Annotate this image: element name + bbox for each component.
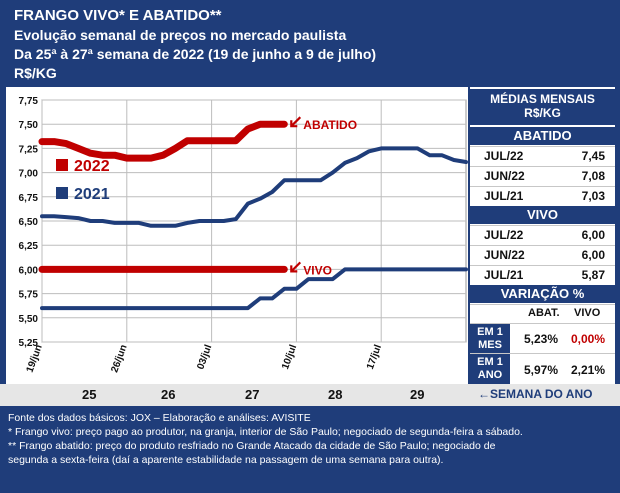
panel-title-main: MÉDIAS MENSAIS [490,92,595,106]
plot-area: 7,75 7,50 7,25 7,00 6,75 6,50 6,25 6,00 5,75 5,50… [6,87,468,384]
variation-abat-value: 5,97% [524,363,559,377]
y-tick-label: 5,75 [19,290,39,301]
chart-subtitle: Evolução semanal de preços no mercado pa… [14,27,347,43]
variation-col-headers: ABAT. VIVO [470,304,615,323]
footnote-abatido-cont: segunda a sexta-feira (daí a aparente es… [8,454,444,466]
row-label-line1: EM 1 [477,356,503,368]
legend-swatch [56,159,68,171]
variation-header: VARIAÇÃO % [470,285,615,303]
week-label: 26 [161,387,176,402]
abatido-row: JUL/22 7,45 [470,146,615,166]
row-value: 6,00 [581,228,605,242]
week-label: 29 [410,387,425,402]
y-tick-label: 5,25 [19,338,39,349]
series-annotation: ABATIDO [303,118,357,132]
y-tick-label: 6,75 [19,193,39,204]
series-annotation: VIVO [303,263,332,277]
variation-abat-value: 5,23% [524,332,559,346]
chart-period: Da 25ª à 27ª semana de 2022 (19 de junho… [14,46,377,62]
week-of-year-bar: 25 26 27 28 29 ←SEMANA DO ANO [0,384,620,406]
vivo-row: JUN/22 6,00 [470,245,615,265]
row-label: JUN/22 [484,169,525,183]
legend-label: 2022 [74,158,110,175]
row-label-line2: MES [478,339,502,351]
chart-unit: R$/KG [14,65,57,81]
variation-vivo-value: 2,21% [571,363,606,377]
abatido-row: JUN/22 7,08 [470,166,615,186]
y-tick-label: 7,00 [19,169,39,180]
vivo-row: JUL/21 5,87 [470,265,615,285]
week-axis-caption-text: SEMANA DO ANO [490,387,593,401]
row-label: JUN/22 [484,248,525,262]
abatido-header: ABATIDO [470,127,615,145]
series-line-abatido-2022 [38,120,288,162]
monthly-averages-panel: MÉDIAS MENSAIS R$/KG ABATIDO JUL/22 7,45… [470,87,615,384]
footnote-source: Fonte dos dados básicos: JOX – Elaboraçã… [8,412,311,424]
vivo-row: JUL/22 6,00 [470,225,615,245]
x-tick-label: 03/jul [195,343,214,371]
abatido-row: JUL/21 7,03 [470,186,615,206]
panel-title-unit: R$/KG [524,106,561,120]
variation-row-year: EM 1 ANO 5,97% 2,21% [470,353,615,384]
chart-title: FRANGO VIVO* E ABATIDO** [14,7,222,24]
footnote-vivo: * Frango vivo: preço pago ao produtor, n… [8,426,523,438]
x-tick-label: 26/jun [109,343,129,374]
row-value: 7,03 [581,189,605,203]
week-label: 28 [328,387,343,402]
row-label: JUL/21 [484,189,524,203]
week-axis-caption: ←SEMANA DO ANO [478,387,592,401]
variation-row-label: EM 1 ANO [470,354,510,384]
arrow-icon [290,261,302,273]
y-tick-label: 7,75 [19,96,39,107]
y-tick-label: 6,00 [19,265,39,276]
footnotes: Fonte dos dados básicos: JOX – Elaboraçã… [8,411,616,467]
series-line-abatido-2021 [40,146,468,228]
row-value: 7,08 [581,169,605,183]
row-label: JUL/22 [484,228,524,242]
variation-vivo-value: 0,00% [571,332,606,346]
footnote-abatido: ** Frango abatido: preço do produto resf… [8,440,496,452]
x-tick-label: 10/jul [280,343,299,371]
row-label-line1: EM 1 [477,326,503,338]
left-arrow-icon: ← [478,387,490,401]
row-label: JUL/22 [484,149,524,163]
col-vivo-label: VIVO [574,307,601,319]
arrow-icon [290,116,302,128]
variation-row-label: EM 1 MES [470,324,510,353]
y-tick-label: 7,50 [19,120,39,131]
week-label: 27 [245,387,260,402]
row-value: 5,87 [581,268,605,282]
y-tick-label: 6,25 [19,241,39,252]
row-value: 7,45 [581,149,605,163]
series-line-vivo-2021 [40,267,468,311]
y-tick-label: 6,50 [19,217,39,228]
line-chart: 7,75 7,50 7,25 7,00 6,75 6,50 6,25 6,00 5,75 5,50… [19,96,468,374]
variation-row-month: EM 1 MES 5,23% 0,00% [470,323,615,353]
row-value: 6,00 [581,248,605,262]
week-label: 25 [82,387,97,402]
x-tick-label: 17/jul [365,343,384,371]
row-label: JUL/21 [484,268,524,282]
y-tick-label: 7,25 [19,144,39,155]
vivo-header: VIVO [470,206,615,224]
legend-swatch [56,187,68,199]
y-tick-label: 5,50 [19,314,39,325]
col-abat-label: ABAT. [528,307,560,319]
legend-label: 2021 [74,186,110,203]
row-label-line2: ANO [477,369,503,381]
panel-title: MÉDIAS MENSAIS R$/KG [470,89,615,125]
